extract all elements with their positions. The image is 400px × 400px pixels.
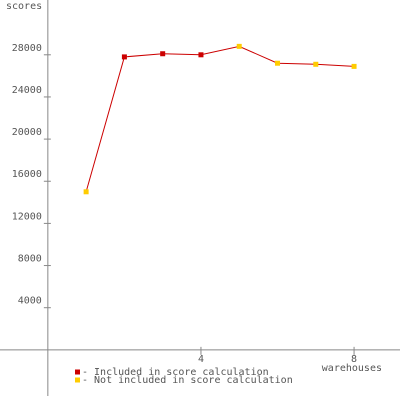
data-point [198, 52, 204, 58]
data-point [83, 189, 89, 195]
y-axis-label: scores [6, 1, 42, 12]
x-tick-label: 4 [198, 354, 204, 365]
y-tick-label: 16000 [12, 169, 42, 180]
data-point [121, 54, 127, 60]
data-point [236, 43, 242, 49]
y-tick-label: 4000 [18, 296, 42, 307]
data-point [351, 63, 357, 69]
y-tick-label: 12000 [12, 211, 42, 222]
data-point [275, 60, 281, 66]
legend-label: - Not included in score calculation [82, 375, 293, 386]
y-tick-label: 28000 [12, 43, 42, 54]
x-axis-label: warehouses [322, 363, 382, 374]
data-point [160, 51, 166, 57]
legend-swatch [75, 369, 80, 375]
y-tick-label: 20000 [12, 127, 42, 138]
legend-label: - Included in score calculation [82, 367, 269, 378]
series-line [85, 45, 355, 192]
data-point [313, 61, 319, 67]
y-tick-label: 24000 [12, 85, 42, 96]
legend-swatch [75, 377, 80, 383]
y-tick-label: 8000 [18, 254, 42, 265]
x-tick-label: 8 [351, 354, 357, 365]
